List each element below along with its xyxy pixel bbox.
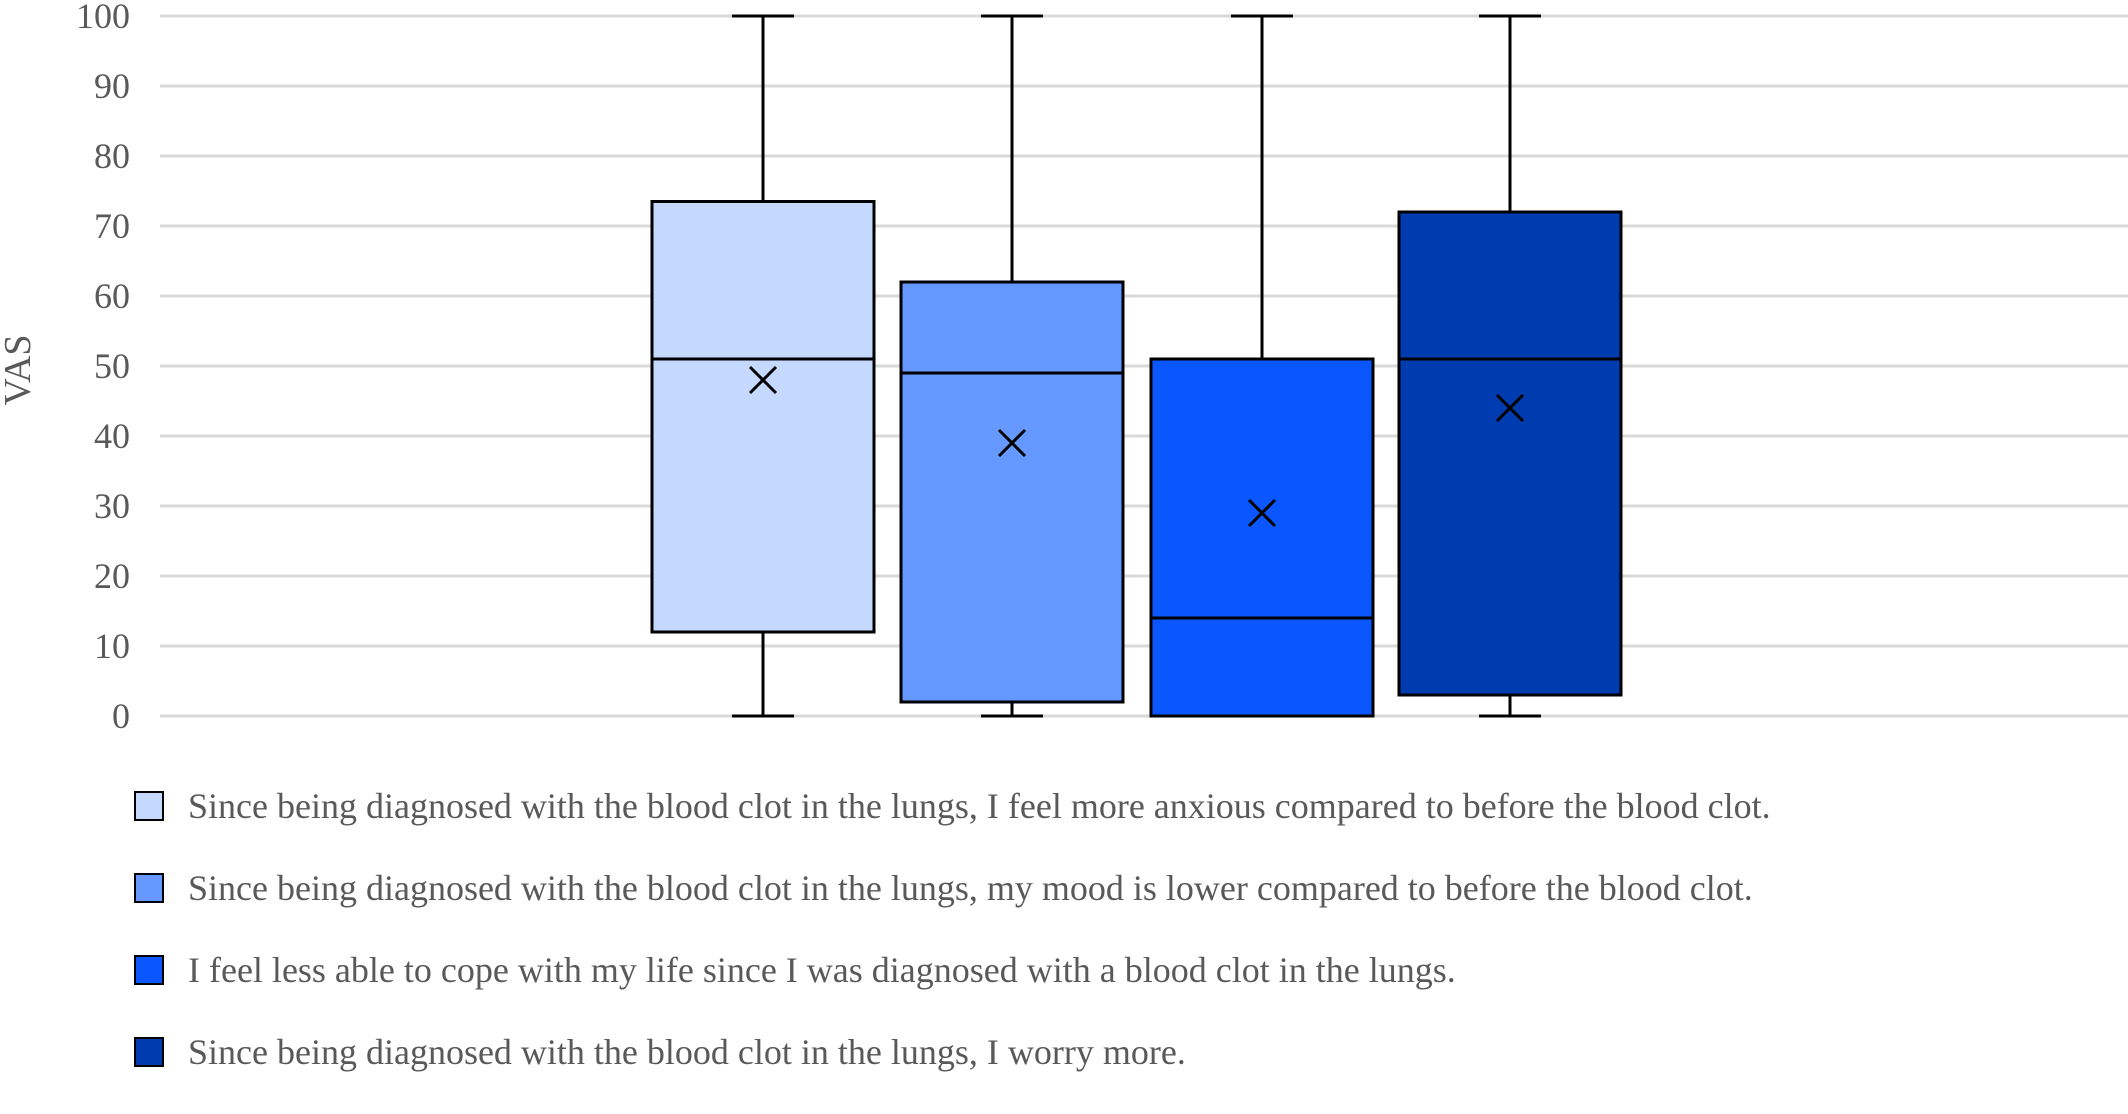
chart-container: 0 10 20 30 40 50 60 70 80 90 100 VAS Since being d… [0, 0, 2128, 1072]
gridlines [160, 14, 2128, 718]
box-group [899, 14, 1125, 718]
box [650, 200, 876, 634]
mean-marker-stroke [997, 428, 1027, 458]
box [899, 280, 1125, 704]
box-group [650, 14, 876, 718]
box-group [1397, 14, 1623, 718]
legend-swatch [134, 955, 164, 985]
legend-item: Since being diagnosed with the blood clo… [134, 786, 2094, 826]
boxes [650, 14, 1623, 718]
y-tick-label: 50 [94, 346, 130, 386]
legend-item: Since being diagnosed with the blood clo… [134, 868, 2094, 908]
box-plot-chart: 0 10 20 30 40 50 60 70 80 90 100 VAS [0, 0, 2128, 736]
y-axis-title: VAS [0, 334, 39, 405]
box [1397, 210, 1623, 697]
y-tick-label: 10 [94, 626, 130, 666]
box-group [1149, 14, 1375, 718]
legend-label: Since being diagnosed with the blood clo… [188, 1032, 1186, 1072]
mean-marker-stroke [748, 365, 778, 395]
legend-item: Since being diagnosed with the blood clo… [134, 1032, 2094, 1072]
y-tick-label: 40 [94, 416, 130, 456]
y-tick-label: 20 [94, 556, 130, 596]
mean-marker-stroke [1247, 498, 1277, 528]
legend-label: Since being diagnosed with the blood clo… [188, 868, 1753, 908]
legend-swatch [134, 791, 164, 821]
legend-item: I feel less able to cope with my life si… [134, 950, 2094, 990]
legend-label: I feel less able to cope with my life si… [188, 950, 1456, 990]
y-tick-label: 80 [94, 136, 130, 176]
y-tick-label: 60 [94, 276, 130, 316]
legend-label: Since being diagnosed with the blood clo… [188, 786, 1771, 826]
y-tick-label: 100 [76, 0, 130, 36]
box [1149, 357, 1375, 718]
y-tick-label: 30 [94, 486, 130, 526]
y-tick-label: 90 [94, 66, 130, 106]
y-tick-label: 0 [112, 696, 130, 736]
mean-marker [748, 365, 778, 395]
mean-marker [1495, 393, 1525, 423]
legend-swatch [134, 1037, 164, 1067]
y-axis-tick-labels: 0 10 20 30 40 50 60 70 80 90 100 [76, 0, 130, 736]
mean-marker [997, 428, 1027, 458]
legend-swatch [134, 873, 164, 903]
mean-marker-stroke [1495, 393, 1525, 423]
legend: Since being diagnosed with the blood clo… [134, 786, 2094, 1114]
y-tick-label: 70 [94, 206, 130, 246]
mean-marker [1247, 498, 1277, 528]
